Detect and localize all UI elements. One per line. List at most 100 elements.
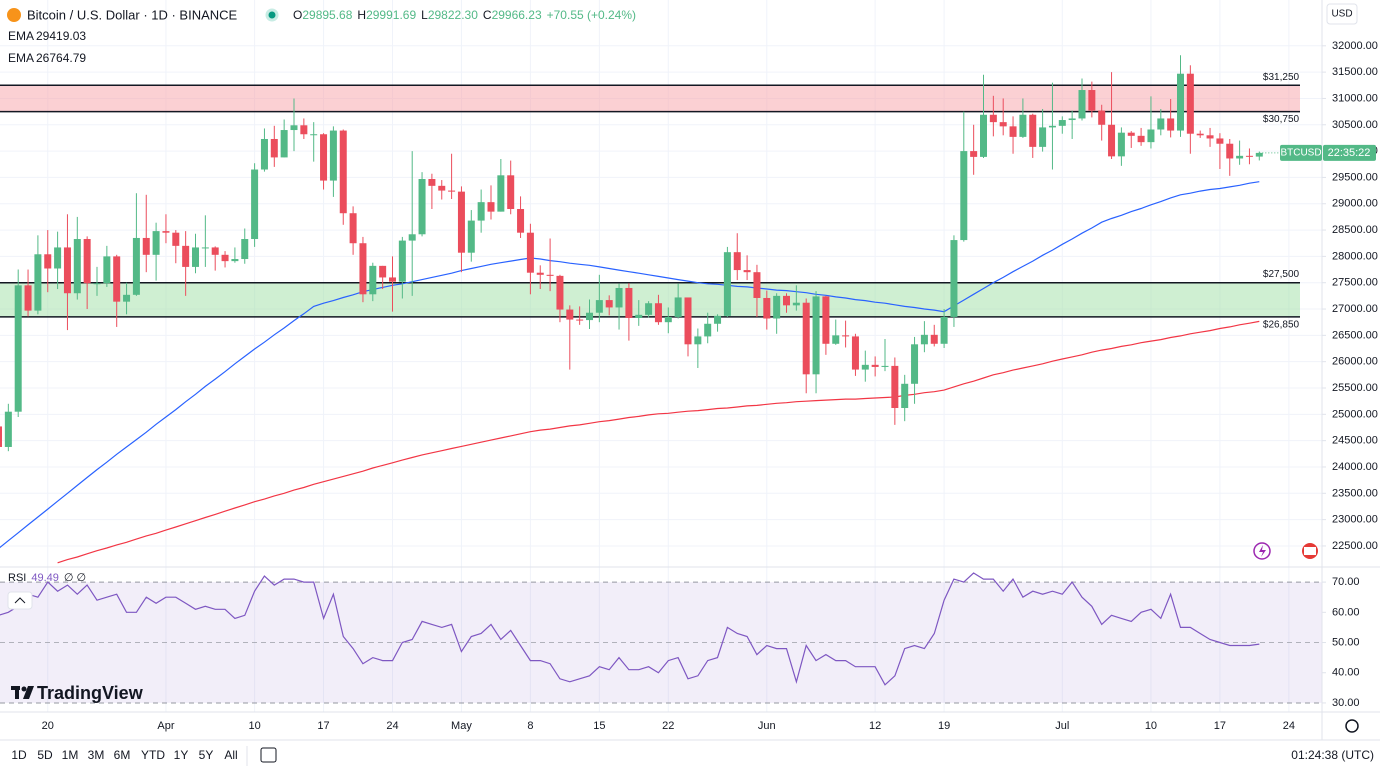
zone-label: $30,750 bbox=[1263, 114, 1300, 125]
rsi-extra: ∅ ∅ bbox=[64, 572, 86, 584]
candle-body bbox=[625, 287, 633, 318]
timeframe-button[interactable]: 1M bbox=[62, 748, 79, 762]
rsi-name: RSI bbox=[8, 572, 26, 584]
candle-body bbox=[1226, 143, 1234, 159]
candle-body bbox=[320, 134, 328, 181]
logo-part bbox=[21, 686, 27, 692]
candle-body bbox=[517, 209, 525, 233]
candle-body bbox=[408, 234, 416, 241]
y-tick-label: 24000.00 bbox=[1332, 461, 1378, 473]
candle-body bbox=[507, 175, 515, 210]
candle-body bbox=[280, 130, 288, 158]
candle-body bbox=[310, 134, 318, 136]
candle-body bbox=[920, 334, 928, 345]
candle-body bbox=[1108, 124, 1116, 157]
x-tick-label: Apr bbox=[157, 720, 174, 732]
candle-body bbox=[113, 256, 121, 302]
candle-body bbox=[1147, 129, 1155, 143]
candle-body bbox=[645, 303, 653, 315]
candle-body bbox=[1255, 152, 1263, 157]
candle-body bbox=[103, 256, 111, 284]
date-range-button[interactable] bbox=[260, 747, 277, 763]
y-tick-label: 25500.00 bbox=[1332, 382, 1378, 394]
legend-key: L bbox=[421, 8, 428, 22]
candle-body bbox=[231, 259, 239, 262]
candle-body bbox=[763, 297, 771, 319]
x-tick-label: 22 bbox=[662, 720, 674, 732]
legend-key: O bbox=[293, 8, 302, 22]
candle-body bbox=[714, 315, 722, 324]
candle-body bbox=[398, 240, 406, 282]
candle-body bbox=[723, 252, 731, 316]
alerts-icon[interactable] bbox=[1253, 542, 1271, 560]
timeframe-button[interactable]: 5D bbox=[37, 748, 53, 762]
y-tick-label: 29000.00 bbox=[1332, 198, 1378, 210]
candle-body bbox=[891, 365, 899, 409]
indicator-lines bbox=[0, 181, 1260, 564]
candle-body bbox=[546, 274, 554, 276]
candle-body bbox=[753, 272, 761, 298]
indicator-name: EMA bbox=[8, 51, 34, 65]
candle-body bbox=[1078, 90, 1086, 119]
candle-body bbox=[595, 300, 603, 313]
currency-label[interactable]: USD bbox=[1331, 9, 1352, 20]
x-tick-label: 15 bbox=[593, 720, 605, 732]
rsi-value: 49.49 bbox=[31, 572, 59, 584]
candle-body bbox=[24, 285, 32, 311]
candle-body bbox=[389, 277, 396, 282]
currency-button[interactable] bbox=[1326, 3, 1358, 25]
candle-body bbox=[1058, 120, 1066, 126]
candle-body bbox=[477, 202, 485, 221]
candle-body bbox=[457, 191, 465, 253]
candle-body bbox=[989, 114, 997, 123]
candle-body bbox=[940, 316, 948, 344]
candle-body bbox=[132, 237, 140, 295]
candle-body bbox=[211, 247, 219, 255]
x-tick-label: 20 bbox=[42, 720, 54, 732]
legend-value: 29966.23 bbox=[492, 8, 542, 22]
candle-body bbox=[615, 287, 623, 308]
candle-body bbox=[1186, 73, 1194, 134]
zone-label: $26,850 bbox=[1263, 319, 1300, 330]
y-tick-label: 26500.00 bbox=[1332, 329, 1378, 341]
x-tick-label: Jul bbox=[1055, 720, 1069, 732]
timeframe-button[interactable]: 1D bbox=[11, 748, 27, 762]
candle-body bbox=[1167, 118, 1175, 131]
candle-body bbox=[83, 239, 91, 284]
candle-body bbox=[694, 336, 702, 345]
candle-body bbox=[970, 151, 978, 157]
candle-body bbox=[339, 130, 347, 214]
price-tag-symbol: BTCUSD bbox=[1280, 147, 1321, 158]
timeframe-button[interactable]: 6M bbox=[114, 748, 131, 762]
y-tick-label: 32000.00 bbox=[1332, 40, 1378, 52]
timeframe-button[interactable]: All bbox=[224, 748, 237, 762]
ohlc-legend: O29895.68 H29991.69 L29822.30 C29966.23 +70.… bbox=[293, 8, 636, 22]
x-tick-label: 8 bbox=[527, 720, 533, 732]
candle-body bbox=[1088, 90, 1096, 111]
x-tick-label: 10 bbox=[248, 720, 260, 732]
candle-body bbox=[861, 364, 869, 370]
candle-body bbox=[832, 335, 840, 344]
candle-body bbox=[14, 285, 22, 412]
candle-body bbox=[1196, 133, 1204, 136]
candle-body bbox=[359, 243, 367, 295]
collapse-button[interactable] bbox=[7, 591, 33, 610]
candle-body bbox=[802, 302, 810, 375]
brand-name: TradingView bbox=[37, 683, 144, 703]
settings-icon[interactable] bbox=[1345, 719, 1359, 733]
candle-body bbox=[1236, 155, 1244, 159]
candle-body bbox=[871, 364, 879, 367]
timeframe-button[interactable]: 5Y bbox=[199, 748, 214, 762]
candle-body bbox=[448, 190, 456, 192]
legend-key: C bbox=[483, 8, 492, 22]
timeframe-button[interactable]: 3M bbox=[88, 748, 105, 762]
rsi-line bbox=[0, 572, 1260, 686]
candle-body bbox=[1029, 114, 1037, 147]
alerts-bolt bbox=[1259, 545, 1266, 557]
y-tick-label: 22500.00 bbox=[1332, 540, 1378, 552]
timeframe-button[interactable]: YTD bbox=[141, 748, 165, 762]
timeframe-button[interactable]: 1Y bbox=[174, 748, 189, 762]
rsi-tick-label: 40.00 bbox=[1332, 667, 1360, 679]
candle-body bbox=[1039, 127, 1047, 147]
